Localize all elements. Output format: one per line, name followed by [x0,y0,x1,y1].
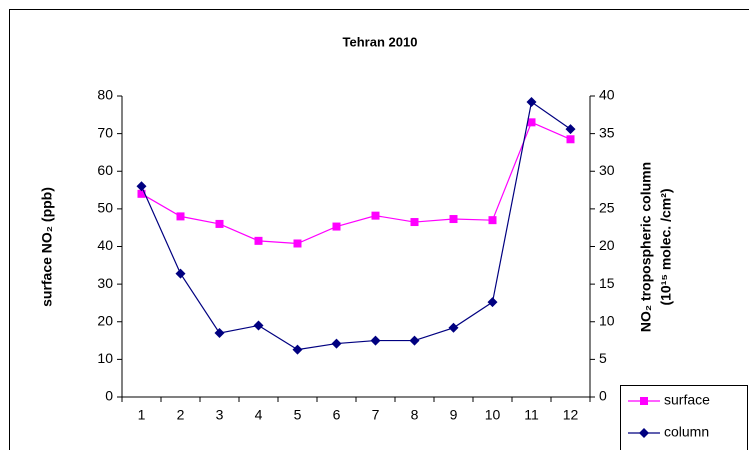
x-tick-label: 6 [333,407,341,423]
marker [448,322,459,333]
series-line [141,121,571,245]
marker [215,219,224,228]
chart-frame [9,9,749,450]
marker [566,135,575,144]
marker [488,216,497,225]
y-tick-label: 60 [97,162,113,178]
y2-axis-label: NO₂ tropospheric column [638,162,654,332]
y-tick-label: 10 [97,350,113,366]
marker [332,222,341,231]
x-tick-label: 3 [216,407,224,423]
marker [176,212,185,221]
marker [293,239,302,248]
marker [254,236,263,245]
marker [331,338,342,349]
y2-tick-label: 25 [599,200,615,216]
x-tick-label: 2 [177,407,185,423]
marker [253,320,264,331]
legend: surface column [620,385,748,450]
x-tick-label: 7 [372,407,380,423]
marker [526,97,537,108]
y2-tick-label: 0 [599,388,607,404]
chart-title: Tehran 2010 [343,34,418,49]
y-tick-label: 0 [105,388,113,404]
x-tick-label: 12 [563,407,579,423]
x-tick-label: 11 [524,407,539,423]
x-tick-label: 10 [485,407,501,423]
y2-axis-label: (10¹⁵ molec. /cm²) [658,188,674,305]
marker [409,335,420,346]
marker [449,215,458,224]
legend-label: column [664,424,709,440]
marker [371,211,380,220]
y2-tick-label: 15 [599,275,615,291]
marker [640,397,648,405]
legend-label: surface [664,392,710,408]
y2-tick-label: 20 [599,237,615,253]
marker [370,335,381,346]
y2-tick-label: 5 [599,350,607,366]
marker [527,118,536,127]
x-tick-label: 1 [138,407,146,423]
x-tick-label: 9 [450,407,458,423]
y2-tick-label: 40 [599,87,615,103]
marker [639,428,649,438]
series-line [140,101,571,351]
y-tick-label: 70 [97,124,113,140]
x-tick-label: 4 [255,407,263,423]
x-tick-label: 8 [411,407,419,423]
y-tick-label: 30 [97,275,113,291]
y-tick-label: 50 [97,200,113,216]
marker [487,297,498,308]
y2-tick-label: 10 [599,312,615,328]
y-tick-label: 80 [97,87,113,103]
y-tick-label: 40 [97,237,113,253]
legend-box [620,385,748,450]
marker [136,181,147,192]
y-tick-label: 20 [97,312,113,328]
marker [292,344,303,355]
x-tick-label: 5 [294,407,302,423]
y2-tick-label: 30 [599,162,615,178]
marker [410,218,419,227]
y-axis-label: surface NO₂ (ppb) [39,187,55,307]
y2-tick-label: 35 [599,124,615,140]
marker [175,268,186,279]
marker [214,328,225,339]
marker [137,189,146,198]
marker [565,124,576,135]
